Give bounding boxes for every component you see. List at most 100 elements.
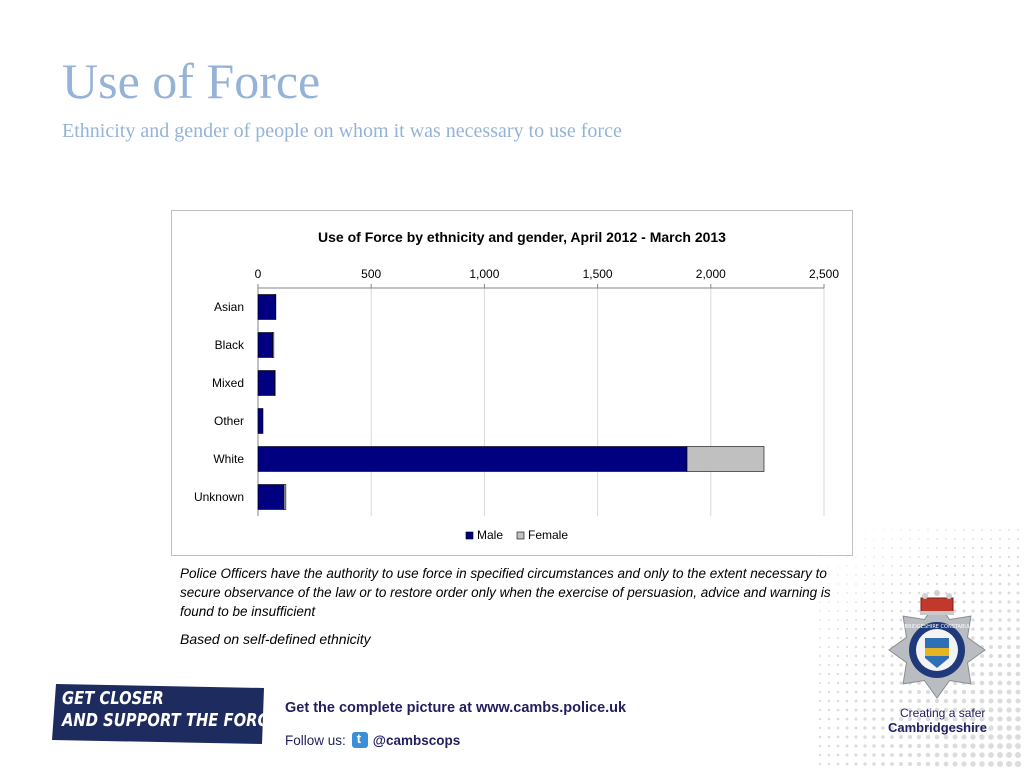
- background-dot: [836, 663, 840, 667]
- background-dot: [979, 725, 985, 731]
- background-dot: [836, 699, 840, 703]
- background-dot: [827, 708, 831, 712]
- background-dot: [818, 735, 822, 739]
- background-dot: [845, 663, 849, 667]
- background-dot: [881, 654, 885, 658]
- background-dot: [999, 538, 1001, 540]
- background-dot: [854, 744, 858, 748]
- background-dot: [828, 646, 830, 648]
- background-dot: [846, 583, 848, 585]
- background-dot: [954, 547, 956, 549]
- background-dot: [980, 573, 984, 577]
- twitter-icon[interactable]: [351, 731, 368, 748]
- background-dot: [1007, 555, 1011, 559]
- background-dot: [890, 654, 894, 658]
- background-dot: [881, 753, 885, 757]
- background-dot: [1005, 760, 1013, 768]
- background-dot: [900, 538, 902, 540]
- background-dot: [846, 574, 848, 576]
- background-dot: [970, 761, 976, 767]
- background-dot: [961, 725, 967, 731]
- background-dot: [873, 592, 875, 594]
- background-dot: [907, 725, 913, 731]
- background-dot: [1005, 751, 1013, 759]
- background-dot: [1016, 555, 1020, 559]
- background-dot: [943, 761, 949, 767]
- background-dot: [890, 762, 894, 766]
- background-dot: [943, 752, 949, 758]
- background-dot: [872, 681, 876, 685]
- background-dot: [926, 582, 930, 586]
- background-dot: [961, 761, 967, 767]
- background-dot: [846, 592, 848, 594]
- background-dot: [952, 761, 958, 767]
- background-dot: [836, 717, 840, 721]
- background-dot: [899, 609, 903, 613]
- background-dot: [971, 618, 975, 622]
- ethnicity-basis-note: Based on self-defined ethnicity: [180, 631, 371, 647]
- background-dot: [918, 556, 920, 558]
- background-dot: [962, 555, 966, 559]
- background-dot: [943, 725, 949, 731]
- background-dot: [971, 591, 975, 595]
- chart-bars: [257, 294, 765, 510]
- background-dot: [934, 716, 940, 722]
- background-dot: [945, 538, 947, 540]
- background-dot: [998, 609, 1002, 613]
- get-closer-banner[interactable]: GET CLOSER AND SUPPORT THE FORCE!: [52, 682, 285, 744]
- chart-legend: Male Female: [465, 528, 568, 542]
- background-dot: [818, 672, 822, 676]
- background-dot: [997, 671, 1003, 677]
- website-link[interactable]: Get the complete picture at www.cambs.po…: [285, 700, 627, 716]
- twitter-handle[interactable]: @cambscops: [372, 732, 461, 748]
- background-dot: [819, 574, 821, 576]
- background-dot: [854, 681, 858, 685]
- background-dot: [845, 717, 849, 721]
- background-dot: [990, 538, 992, 540]
- background-dot: [1006, 644, 1012, 650]
- background-dot: [1006, 698, 1012, 704]
- police-crest-icon: CAMBRIDGESHIRE CONSTABULARY: [888, 590, 986, 699]
- background-dot: [908, 609, 912, 613]
- y-category-label: Unknown: [194, 490, 244, 504]
- legend-label: Male: [477, 528, 503, 542]
- background-dot: [845, 753, 849, 757]
- background-dot: [819, 637, 821, 639]
- background-dot: [863, 645, 867, 649]
- background-dot: [899, 690, 903, 694]
- background-dot: [845, 627, 849, 631]
- background-dot: [927, 538, 929, 540]
- background-dot: [1016, 591, 1020, 595]
- background-dot: [908, 582, 912, 586]
- background-dot: [837, 574, 839, 576]
- x-tick-label: 1,500: [583, 267, 613, 281]
- background-dot: [961, 716, 967, 722]
- background-dot: [900, 574, 902, 576]
- background-dot: [963, 547, 965, 549]
- background-dot: [917, 591, 921, 595]
- background-dot: [1006, 725, 1012, 731]
- background-dot: [890, 636, 894, 640]
- background-dot: [882, 565, 884, 567]
- background-dot: [1015, 716, 1021, 722]
- x-axis-ticks: 0 500 1,000 1,500 2,000 2,500: [255, 267, 839, 516]
- background-dot: [827, 762, 831, 766]
- background-dot: [890, 735, 894, 739]
- background-dot: [899, 735, 903, 739]
- background-dot: [855, 601, 857, 603]
- background-dot: [970, 743, 976, 749]
- background-dot: [988, 752, 994, 758]
- background-dot: [1006, 743, 1012, 749]
- background-dot: [916, 725, 922, 731]
- background-dot: [970, 716, 976, 722]
- background-dot: [997, 725, 1003, 731]
- background-dot: [979, 662, 985, 668]
- background-dot: [845, 699, 849, 703]
- background-dot: [872, 672, 876, 676]
- background-dot: [971, 546, 975, 550]
- background-dot: [953, 591, 957, 595]
- background-dot: [934, 752, 940, 758]
- background-dot: [828, 610, 830, 612]
- background-dot: [873, 547, 875, 549]
- background-dot: [881, 762, 885, 766]
